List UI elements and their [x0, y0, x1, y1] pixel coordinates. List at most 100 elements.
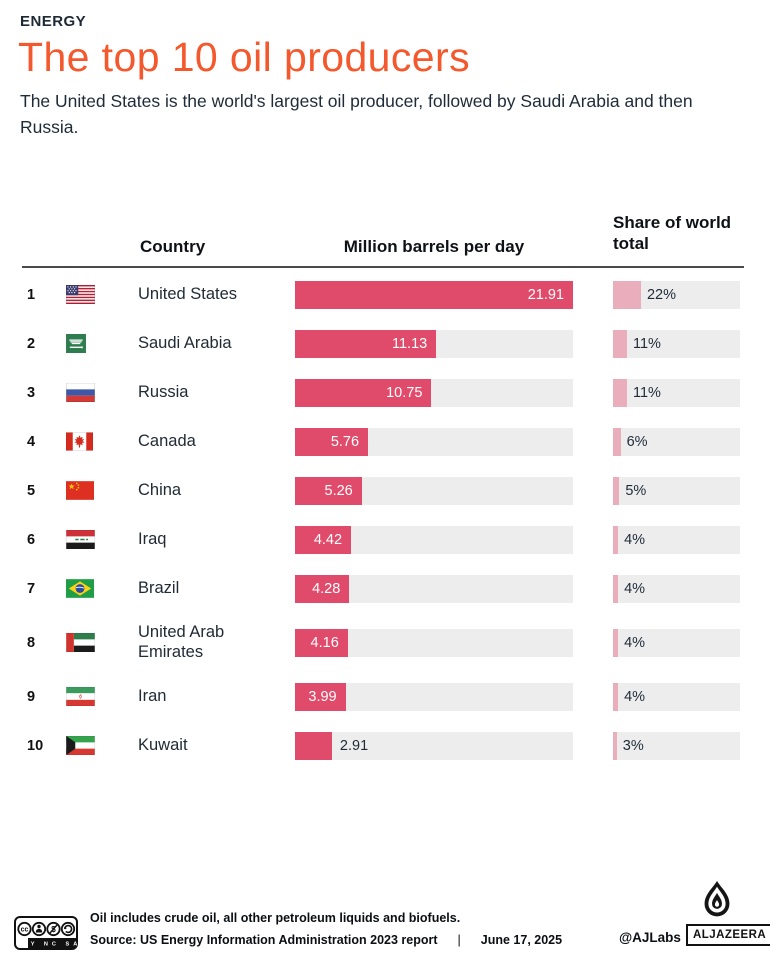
production-bar-fill [295, 731, 332, 760]
table-row: 8 United Arab Emirates 4.16 4% [0, 613, 770, 672]
share-label: 4% [624, 634, 646, 651]
publish-date: June 17, 2025 [480, 933, 563, 947]
country-flag-icon [60, 481, 138, 500]
country-flag-icon [60, 579, 138, 598]
production-value-label: 5.26 [324, 482, 353, 499]
production-bar-fill: 4.42 [295, 525, 352, 554]
svg-text:BY NC SA: BY NC SA [23, 942, 78, 948]
production-bar: 3.99 [295, 682, 573, 711]
share-label: 6% [626, 433, 648, 450]
production-value-label: 5.76 [330, 433, 360, 450]
source-line: Source: US Energy Information Administra… [90, 933, 562, 948]
share-bar: 22% [613, 280, 740, 309]
share-label: 4% [624, 531, 646, 548]
share-bar: 11% [613, 329, 740, 358]
share-bar-fill [613, 682, 619, 711]
country-flag-icon [60, 382, 138, 403]
production-value-label: 4.42 [313, 531, 343, 548]
share-label: 4% [624, 580, 646, 597]
share-bar: 5% [613, 476, 740, 505]
country-name: United States [138, 284, 238, 303]
share-bar: 6% [613, 427, 740, 456]
production-value-label: 4.28 [312, 580, 341, 597]
production-bar-fill: 11.13 [295, 329, 437, 358]
country-flag-icon [60, 284, 138, 305]
country-name: Brazil [138, 578, 180, 597]
country-name: Saudi Arabia [138, 333, 232, 352]
ajlabs-credit: @AJLabs [619, 930, 681, 945]
production-bar: 21.91 [295, 280, 573, 309]
aljazeera-flame-logo [698, 880, 736, 924]
share-label: 11% [632, 384, 661, 401]
country-flag-icon [60, 686, 138, 707]
production-bar: 2.91 [295, 731, 573, 760]
production-bar-fill: 4.16 [295, 628, 348, 657]
country-flag-icon [60, 735, 138, 756]
rank-label: 7 [27, 580, 36, 597]
footnotes: Oil includes crude oil, all other petrol… [90, 911, 562, 948]
share-bar: 11% [613, 378, 740, 407]
share-bar-fill [613, 574, 619, 603]
source-date-separator: | [457, 933, 461, 947]
production-value-label: 11.13 [392, 335, 428, 352]
country-name: Kuwait [138, 735, 188, 754]
table-body: 1 United States 21.91 22% 2 Saudi Arabia 11.… [0, 270, 770, 770]
share-label: 4% [624, 688, 646, 705]
rank-label: 5 [27, 482, 36, 499]
table-row: 7 Brazil 4.28 4% [0, 564, 770, 613]
production-bar: 4.28 [295, 574, 573, 603]
country-name: Canada [138, 431, 196, 450]
production-bar: 4.16 [295, 628, 573, 657]
country-name: China [138, 480, 182, 499]
table-row: 9 Iran 3.99 4% [0, 672, 770, 721]
country-name: Russia [138, 382, 189, 401]
page-title: The top 10 oil producers [18, 34, 470, 80]
table-header-divider [22, 266, 744, 268]
section-kicker: ENERGY [20, 13, 87, 30]
country-name: Iran [138, 686, 167, 705]
production-bar: 5.76 [295, 427, 573, 456]
table-row: 1 United States 21.91 22% [0, 270, 770, 319]
share-bar-fill [613, 476, 620, 505]
rank-label: 1 [27, 286, 36, 303]
production-value-label: 2.91 [339, 737, 369, 754]
country-flag-icon [60, 632, 138, 653]
share-label: 3% [622, 737, 644, 754]
share-bar: 3% [613, 731, 740, 760]
column-header-country: Country [140, 237, 206, 256]
footnote-text: Oil includes crude oil, all other petrol… [90, 911, 461, 925]
share-bar-fill [613, 378, 627, 407]
share-bar: 4% [613, 525, 740, 554]
rank-label: 3 [27, 384, 36, 401]
table-row: 6 Iraq 4.42 4% [0, 515, 770, 564]
production-bar-fill: 5.26 [295, 476, 362, 505]
share-bar: 4% [613, 574, 740, 603]
share-bar: 4% [613, 682, 740, 711]
country-name: Iraq [138, 529, 167, 548]
production-bar: 5.26 [295, 476, 573, 505]
production-value-label: 21.91 [527, 286, 564, 303]
country-flag-icon [60, 432, 138, 451]
table-row: 4 Canada 5.76 6% [0, 417, 770, 466]
production-bar: 10.75 [295, 378, 573, 407]
production-bar-fill: 5.76 [295, 427, 369, 456]
share-bar-fill [613, 280, 641, 309]
share-bar-fill [613, 628, 619, 657]
share-bar-fill [613, 525, 619, 554]
production-bar: 11.13 [295, 329, 573, 358]
svg-text:cc: cc [21, 927, 29, 934]
country-flag-icon [60, 334, 138, 353]
share-label: 22% [646, 286, 676, 303]
country-name: United Arab Emirates [138, 623, 225, 661]
creative-commons-badge: cc $ BY NC SA [14, 916, 78, 950]
production-value-label: 3.99 [308, 688, 337, 705]
production-bar-fill: 4.28 [295, 574, 350, 603]
table-row: 5 China 5.26 5% [0, 466, 770, 515]
production-bar: 4.42 [295, 525, 573, 554]
rank-label: 8 [27, 634, 36, 651]
column-header-value: Million barrels per day [343, 237, 525, 256]
aljazeera-wordmark: ALJAZEERA [686, 924, 770, 946]
production-value-label: 10.75 [386, 384, 423, 401]
share-bar-fill [613, 329, 627, 358]
